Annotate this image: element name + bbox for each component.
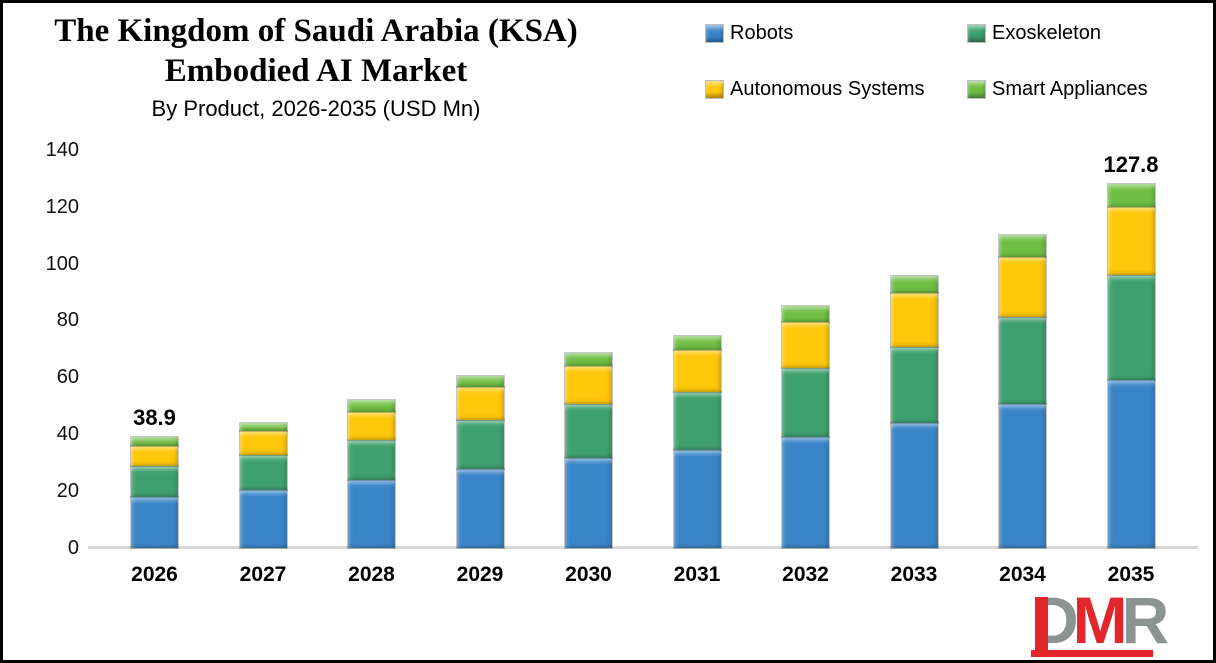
- stacked-bar-2033: [890, 143, 938, 548]
- dmr-logo-red-underline: [1031, 650, 1153, 657]
- bar-segment-autonomous-systems: [239, 430, 287, 455]
- y-tick-label: 80: [56, 309, 79, 332]
- plot-area: 38.9 127.8: [88, 143, 1198, 548]
- bar-segment-autonomous-systems: [456, 386, 504, 421]
- bar-segment-smart-appliances: [999, 235, 1046, 257]
- bar-segment-robots: [348, 479, 395, 548]
- legend-label: Exoskeleton: [992, 21, 1101, 44]
- dmr-watermark: DMR: [1031, 587, 1199, 659]
- x-tick-label-2027: 2027: [239, 563, 287, 586]
- x-axis-line: [88, 546, 1198, 549]
- x-tick-label-2033: 2033: [890, 563, 938, 586]
- bar-segment-smart-appliances: [456, 375, 504, 387]
- legend-item-exoskeleton: Exoskeleton: [968, 21, 1206, 45]
- stacked-bar-2034: [999, 143, 1046, 548]
- legend-swatch-icon: [706, 80, 723, 98]
- bar-segment-smart-appliances: [239, 423, 287, 431]
- bar-segment-robots: [890, 423, 938, 548]
- y-tick-label: 40: [56, 423, 79, 446]
- bar-segment-exoskeleton: [890, 346, 938, 424]
- legend-label: Autonomous Systems: [730, 77, 925, 100]
- chart-subtitle: By Product, 2026-2035 (USD Mn): [151, 96, 481, 121]
- chart-legend: Robots Exoskeleton Autonomous Systems Smart…: [706, 21, 1206, 101]
- data-label-2035: 127.8: [1103, 152, 1159, 178]
- bar-segment-exoskeleton: [348, 440, 395, 480]
- bar-segment-autonomous-systems: [999, 256, 1046, 317]
- stacked-bar-2031: [673, 143, 721, 548]
- y-tick-label: 20: [56, 480, 79, 503]
- stacked-bar-2035: [1107, 143, 1155, 548]
- stacked-bar-2028: [348, 143, 395, 548]
- bar-segment-exoskeleton: [456, 420, 504, 469]
- bar-segment-robots: [131, 496, 178, 548]
- bar-segment-smart-appliances: [131, 437, 178, 446]
- x-axis: 2026 2027 2028 2029 2030 2031 2032 2033 2034 2035: [88, 563, 1198, 593]
- x-tick-label-2028: 2028: [348, 563, 395, 586]
- legend-swatch-icon: [968, 24, 985, 42]
- bar-segment-smart-appliances: [1107, 184, 1155, 208]
- bar-segment-exoskeleton: [999, 317, 1046, 404]
- bar-segment-exoskeleton: [131, 465, 178, 497]
- bar-segment-robots: [456, 468, 504, 548]
- bar-segment-robots: [565, 458, 612, 548]
- y-tick-label: 0: [67, 537, 79, 559]
- bar-segment-smart-appliances: [348, 400, 395, 413]
- x-tick-label-2034: 2034: [999, 563, 1046, 586]
- bar-segment-autonomous-systems: [890, 293, 938, 347]
- stacked-bar-2026: [131, 143, 178, 548]
- bar-segment-robots: [782, 437, 829, 548]
- bar-segment-smart-appliances: [565, 353, 612, 367]
- legend-label: Smart Appliances: [992, 77, 1148, 100]
- legend-label: Robots: [730, 21, 794, 44]
- dmr-letter-m: M: [1072, 583, 1128, 657]
- x-tick-label-2030: 2030: [565, 563, 612, 586]
- y-axis: 0 20 40 60 80 100 120 140: [3, 139, 79, 559]
- bar-segment-autonomous-systems: [1107, 207, 1155, 276]
- bar-segment-robots: [239, 489, 287, 548]
- bar-segment-robots: [1107, 379, 1155, 548]
- chart-title-block: The Kingdom of Saudi Arabia (KSA) Embodi…: [9, 11, 623, 123]
- dmr-logo-red-stem: [1035, 597, 1048, 650]
- bar-segment-exoskeleton: [782, 367, 829, 438]
- y-tick-label: 60: [56, 366, 79, 389]
- bar-segment-exoskeleton: [565, 403, 612, 459]
- legend-swatch-icon: [706, 24, 723, 42]
- bar-segment-exoskeleton: [1107, 275, 1155, 380]
- bar-segment-autonomous-systems: [782, 322, 829, 368]
- bar-segment-robots: [673, 450, 721, 548]
- x-tick-label-2026: 2026: [131, 563, 178, 586]
- bar-segment-exoskeleton: [673, 392, 721, 451]
- legend-item-smart-appliances: Smart Appliances: [968, 77, 1206, 101]
- chart-title-line2: Embodied AI Market: [164, 53, 468, 89]
- x-tick-label-2031: 2031: [673, 563, 721, 586]
- chart-title-line1: The Kingdom of Saudi Arabia (KSA): [54, 13, 578, 49]
- data-label-2026: 38.9: [133, 405, 176, 431]
- bar-segment-autonomous-systems: [565, 366, 612, 404]
- y-tick-label: 100: [45, 252, 79, 275]
- y-tick-label: 120: [45, 195, 79, 218]
- bar-segment-exoskeleton: [239, 454, 287, 490]
- bar-segment-smart-appliances: [890, 275, 938, 294]
- stacked-bar-2032: [782, 143, 829, 548]
- bar-segment-autonomous-systems: [348, 412, 395, 441]
- legend-swatch-icon: [968, 80, 985, 98]
- bar-segment-smart-appliances: [673, 336, 721, 351]
- y-tick-label: 140: [45, 138, 79, 161]
- dmr-logo-letters: DMR: [1031, 587, 1199, 653]
- x-tick-label-2032: 2032: [782, 563, 829, 586]
- stacked-bar-2030: [565, 143, 612, 548]
- bar-segment-autonomous-systems: [131, 445, 178, 466]
- dmr-letter-r: R: [1121, 583, 1170, 657]
- bar-segment-smart-appliances: [782, 306, 829, 323]
- legend-item-autonomous-systems: Autonomous Systems: [706, 77, 968, 101]
- stacked-bar-2029: [456, 143, 504, 548]
- stacked-bar-2027: [239, 143, 287, 548]
- x-tick-label-2029: 2029: [456, 563, 504, 586]
- bar-segment-robots: [999, 403, 1046, 548]
- legend-item-robots: Robots: [706, 21, 968, 45]
- bar-segment-autonomous-systems: [673, 350, 721, 393]
- x-tick-label-2035: 2035: [1107, 563, 1155, 586]
